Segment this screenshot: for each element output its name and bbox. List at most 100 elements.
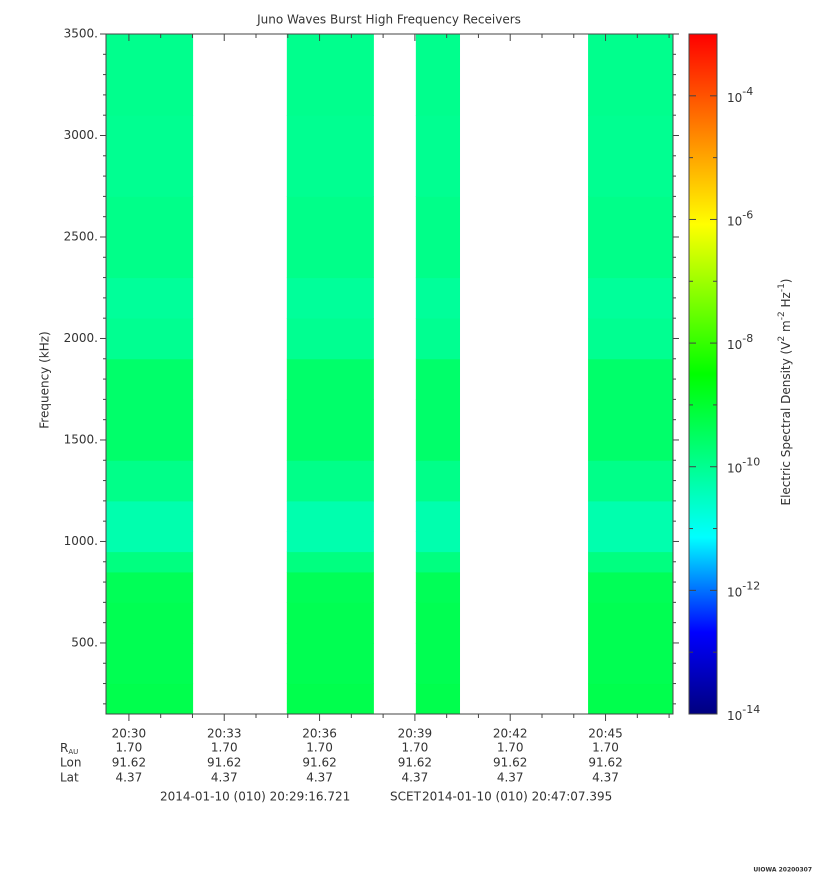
colorbar-label-exp: 2 [777, 336, 787, 342]
colorbar-label-exp: -1 [777, 283, 787, 292]
spectrum-cell [588, 358, 673, 400]
z-tick-label: 10-6 [727, 208, 753, 228]
colorbar-label-text: m [779, 320, 793, 336]
ephemeris-value: 4.37 [116, 771, 143, 785]
chart-title: Juno Waves Burst High Frequency Receiver… [256, 13, 521, 27]
spectrum-cell [415, 34, 461, 116]
spectrum-cell [106, 602, 194, 644]
spectrum-cell [588, 531, 673, 553]
spectrum-cell [106, 460, 194, 502]
colorbar [688, 33, 718, 715]
spectrum-cell [588, 500, 673, 532]
z-tick-exp: -8 [742, 332, 753, 345]
spectrum-cell [415, 277, 461, 319]
spectrum-cell [106, 196, 194, 279]
x-tick-label: 20:30 [112, 727, 147, 741]
spectrum-cell [415, 115, 461, 197]
spectrum-cell [588, 399, 673, 461]
ephemeris-value: 4.37 [497, 771, 524, 785]
footer: UIOWA 20200307 [753, 867, 812, 874]
spectrum-cell [588, 318, 673, 360]
spectrum-cell [415, 318, 461, 360]
ephemeris-label: Lat [60, 771, 79, 785]
z-tick-base: 10 [727, 709, 742, 723]
spectrum-cell [106, 683, 194, 715]
ephemeris-label-base: R [60, 741, 68, 755]
spectrum-cell [286, 196, 374, 279]
spectrum-cell [286, 277, 374, 319]
spectrum-cell [106, 358, 194, 400]
z-tick-base: 10 [727, 585, 742, 599]
spectrum-cell [588, 34, 673, 116]
ephemeris-value: 4.37 [306, 771, 333, 785]
z-tick-base: 10 [727, 214, 742, 228]
spectrum-cell [286, 34, 374, 116]
spectrum-cell [415, 602, 461, 644]
ephemeris-label: RAU [60, 741, 78, 757]
x-tick-label: 20:45 [588, 727, 623, 741]
spectrum-cell [415, 551, 461, 573]
x-tick-label: 20:39 [398, 727, 433, 741]
spectrum-cell [588, 115, 673, 197]
y-tick-label: 3500. [64, 27, 98, 41]
ephemeris-label: Lon [60, 756, 81, 770]
time-system: SCET [390, 790, 422, 804]
ephemeris-value: 1.70 [116, 741, 143, 755]
x-tick-label: 20:42 [493, 727, 528, 741]
colorbar-label-exp: -2 [777, 311, 787, 320]
y-tick-label: 2000. [64, 331, 98, 345]
spectrum-cell [286, 531, 374, 553]
spectrum-cell [286, 683, 374, 715]
spectrum-cell [286, 460, 374, 502]
spectrum-cell [106, 34, 194, 116]
ephemeris-value: 91.62 [207, 756, 241, 770]
ephemeris-value: 4.37 [211, 771, 238, 785]
z-tick-label: 10-10 [727, 456, 760, 476]
spectrum-cell [415, 683, 461, 715]
time-start: 2014-01-10 (010) 20:29:16.721 [160, 790, 350, 804]
plot-frame [105, 33, 674, 715]
z-tick-exp: -10 [742, 456, 760, 469]
spectrum-cell [415, 571, 461, 603]
z-tick-exp: -4 [742, 85, 753, 98]
y-tick-label: 1000. [64, 534, 98, 548]
spectrum-cell [588, 277, 673, 319]
ephemeris-value: 1.70 [211, 741, 238, 755]
ephemeris-value: 91.62 [112, 756, 146, 770]
z-tick-base: 10 [727, 461, 742, 475]
z-tick-exp: -12 [742, 579, 760, 592]
spectrum-cell [286, 602, 374, 644]
spectrum-cell [286, 358, 374, 400]
x-tick-label: 20:33 [207, 727, 242, 741]
z-tick-base: 10 [727, 90, 742, 104]
spectrum-cell [588, 642, 673, 685]
z-tick-label: 10-12 [727, 579, 760, 599]
y-tick-label: 3000. [64, 128, 98, 142]
spectrum-cell [106, 642, 194, 685]
spectrum-cell [106, 115, 194, 197]
z-tick-label: 10-4 [727, 85, 753, 105]
spectrum-cell [286, 551, 374, 573]
spectrum-cell [286, 571, 374, 603]
spectrum-cell [106, 277, 194, 319]
z-tick-exp: -6 [742, 208, 753, 221]
spectrum-cell [415, 642, 461, 685]
ephemeris-value: 1.70 [592, 741, 619, 755]
spectrum-cell [588, 571, 673, 603]
spectrum-cell [106, 318, 194, 360]
spectrum-cell [286, 500, 374, 532]
spectrum-cell [106, 551, 194, 573]
ephemeris-value: 91.62 [302, 756, 336, 770]
spectrum-cell [106, 399, 194, 461]
spectrum-cell [415, 531, 461, 553]
ephemeris-value: 1.70 [306, 741, 333, 755]
spectrum-cell [588, 683, 673, 715]
spectrum-cell [106, 571, 194, 603]
z-tick-label: 10-14 [727, 703, 760, 723]
spectrum-cell [588, 196, 673, 279]
spectrum-cell [588, 460, 673, 502]
colorbar-label-text: Hz [779, 292, 793, 311]
time-end: 2014-01-10 (010) 20:47:07.395 [422, 790, 612, 804]
ephemeris-value: 4.37 [402, 771, 429, 785]
